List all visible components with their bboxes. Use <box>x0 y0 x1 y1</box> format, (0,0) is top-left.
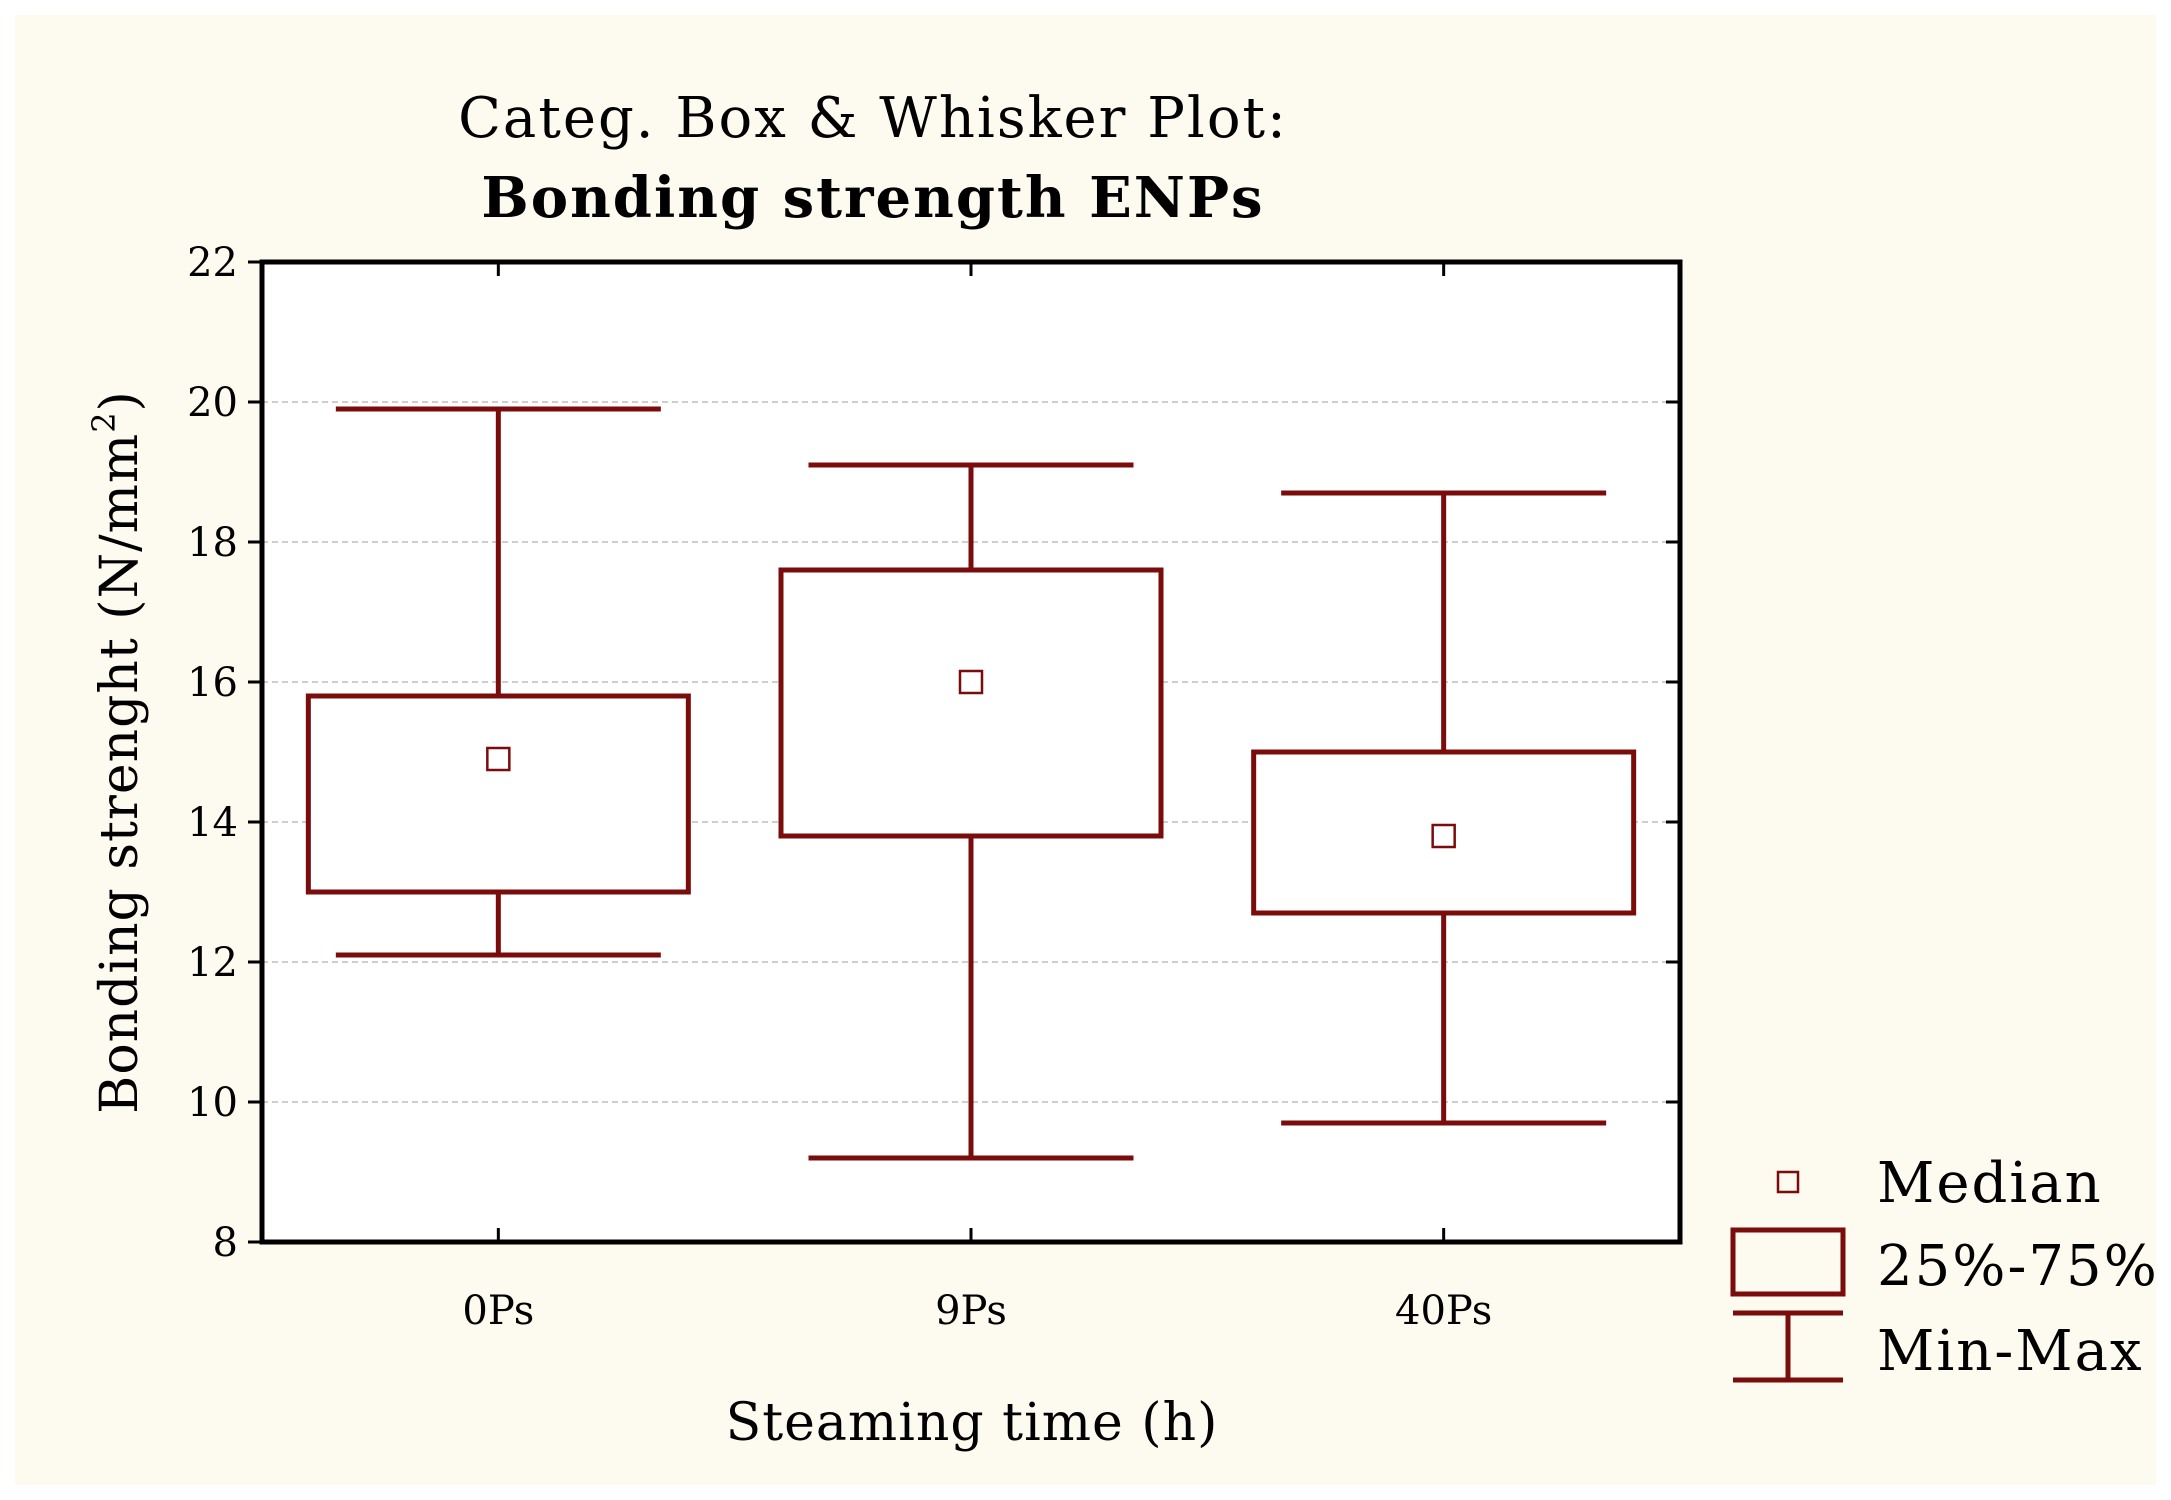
y-tick-label: 14 <box>187 800 238 846</box>
legend-median-marker <box>1776 1170 1800 1194</box>
x-tick-label: 9Ps <box>935 1288 1007 1334</box>
box-group <box>778 462 1164 1161</box>
y-tick-label: 12 <box>187 940 238 986</box>
y-tick-label: 22 <box>187 240 238 286</box>
legend-whisker-label: Min-Max <box>1877 1319 2144 1384</box>
legend-box-label: 25%-75% <box>1877 1234 2156 1299</box>
y-axis: 8 10 12 14 16 18 20 22 <box>187 240 1680 1266</box>
y-tick-label: 18 <box>187 520 238 566</box>
y-axis-label-main: Bonding strenght (N/mm <box>90 433 150 1114</box>
chart-title: Categ. Box & Whisker Plot: <box>458 86 1288 151</box>
box-iqr <box>305 693 691 895</box>
x-tick-label: 0Ps <box>462 1288 534 1334</box>
chart-subtitle: Bonding strength ENPs <box>481 165 1264 231</box>
legend: Median 25%-75% Min-Max <box>1730 1151 2156 1384</box>
x-tick-label: 40Ps <box>1395 1288 1492 1334</box>
median-marker <box>1431 823 1456 849</box>
legend-median-label: Median <box>1877 1151 2103 1216</box>
y-axis-label: Bonding strenght (N/mm2) <box>85 390 150 1114</box>
chart-figure: Categ. Box & Whisker Plot: Bonding stren… <box>15 15 2156 1485</box>
box-whisker-chart: Categ. Box & Whisker Plot: Bonding stren… <box>85 86 2156 1453</box>
boxes <box>305 406 1637 1161</box>
legend-box-marker <box>1730 1227 1846 1297</box>
median-marker <box>958 669 984 695</box>
median-marker <box>486 746 511 772</box>
legend-whisker-marker <box>1733 1310 1843 1383</box>
box-iqr <box>778 567 1164 839</box>
y-axis-label-superscript: 2 <box>85 411 123 432</box>
x-axis-label: Steaming time (h) <box>726 1393 1219 1453</box>
x-axis: 0Ps 9Ps 40Ps <box>462 262 1492 1334</box>
y-tick-label: 16 <box>187 660 238 706</box>
y-tick-label: 8 <box>213 1220 238 1266</box>
y-tick-label: 10 <box>187 1080 238 1126</box>
y-axis-label-suffix: ) <box>90 390 150 411</box>
box-group <box>305 406 691 958</box>
box-group <box>1251 490 1637 1126</box>
y-tick-label: 20 <box>187 380 238 426</box>
